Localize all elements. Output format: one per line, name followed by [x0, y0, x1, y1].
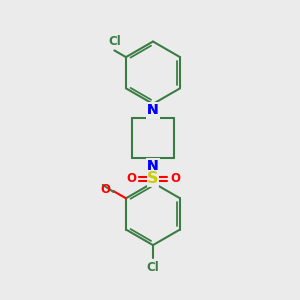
Text: N: N — [147, 103, 159, 117]
Text: O: O — [126, 172, 136, 185]
Text: N: N — [147, 103, 159, 117]
Text: N: N — [147, 159, 159, 173]
Text: N: N — [147, 159, 159, 173]
Text: N: N — [147, 159, 159, 173]
Text: O: O — [170, 172, 180, 185]
Text: Cl: Cl — [147, 261, 159, 274]
Text: O: O — [101, 183, 111, 196]
Text: S: S — [147, 172, 159, 187]
Text: Cl: Cl — [108, 35, 121, 48]
Text: N: N — [147, 103, 159, 117]
